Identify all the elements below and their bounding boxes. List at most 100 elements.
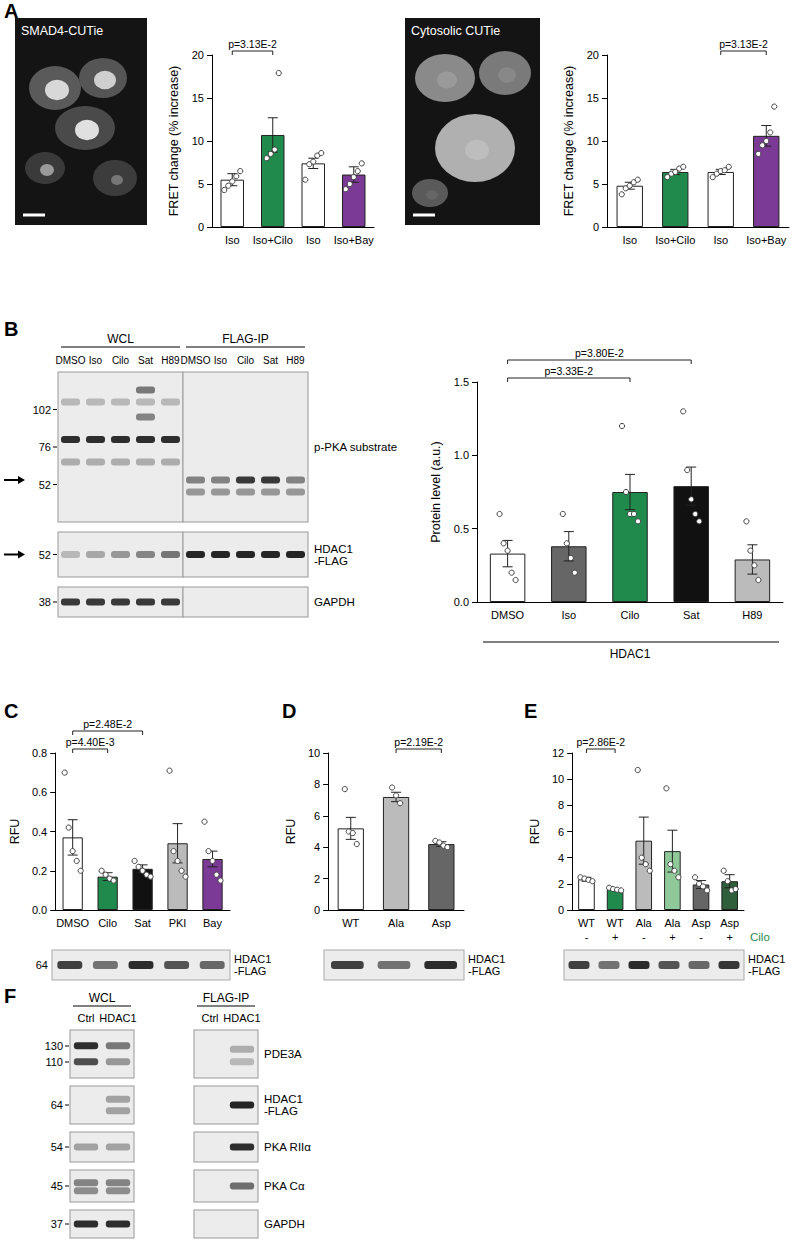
svg-text:10: 10 [192,135,204,147]
svg-text:64: 64 [51,1099,63,1111]
svg-text:6: 6 [558,826,564,838]
svg-text:FRET change (% increase): FRET change (% increase) [562,66,576,217]
svg-text:Ctrl: Ctrl [77,1012,94,1024]
svg-text:Cytosolic CUTie: Cytosolic CUTie [411,24,500,38]
svg-text:Ala: Ala [664,917,681,929]
svg-text:HDAC1: HDAC1 [610,647,651,661]
svg-text:1.5: 1.5 [454,376,469,388]
svg-text:Iso: Iso [214,355,228,366]
svg-text:0: 0 [314,904,320,916]
svg-text:0.0: 0.0 [454,596,469,608]
svg-text:HDAC1-FLAG: HDAC1-FLAG [468,953,505,977]
svg-text:4: 4 [314,841,320,853]
svg-text:0.0: 0.0 [32,904,47,916]
svg-text:0.6: 0.6 [32,786,47,798]
svg-text:1.0: 1.0 [454,449,469,461]
svg-text:Iso: Iso [306,234,321,246]
svg-text:HDAC1-FLAG: HDAC1-FLAG [748,953,785,977]
svg-text:64: 64 [36,959,48,971]
svg-text:Iso+Bay: Iso+Bay [334,234,375,246]
svg-text:p=2.19E-2: p=2.19E-2 [394,736,443,748]
svg-text:6: 6 [314,810,320,822]
svg-text:Cilo: Cilo [112,355,130,366]
svg-text:15: 15 [587,92,599,104]
svg-text:Cilo: Cilo [750,931,770,943]
svg-text:Cilo: Cilo [98,917,117,929]
svg-text:p=3.80E-2: p=3.80E-2 [575,347,624,359]
svg-text:GAPDH: GAPDH [314,596,355,608]
svg-text:HDAC1: HDAC1 [99,1012,136,1024]
svg-text:38: 38 [39,596,51,608]
svg-text:p=3.33E-2: p=3.33E-2 [544,365,593,377]
svg-text:0: 0 [198,221,204,233]
svg-text:Iso+Cilo: Iso+Cilo [655,234,695,246]
svg-text:+: + [726,931,732,943]
svg-text:5: 5 [198,178,204,190]
svg-text:Ala: Ala [388,917,405,929]
svg-text:0: 0 [593,221,599,233]
svg-text:HDAC1: HDAC1 [223,1012,260,1024]
svg-text:10: 10 [308,747,320,759]
svg-text:-: - [642,931,646,943]
svg-text:45: 45 [51,1180,63,1192]
svg-text:PDE3A: PDE3A [264,1048,302,1060]
svg-text:p=4.40E-3: p=4.40E-3 [66,736,115,748]
svg-text:2: 2 [314,873,320,885]
svg-text:Sat: Sat [138,355,153,366]
svg-text:RFU: RFU [284,819,298,845]
svg-text:H89: H89 [161,355,180,366]
svg-text:Iso: Iso [89,355,103,366]
svg-text:WT: WT [342,917,359,929]
svg-text:HDAC1-FLAG: HDAC1-FLAG [314,543,353,567]
svg-text:20: 20 [587,49,599,61]
svg-text:Cilo: Cilo [621,609,640,621]
svg-text:DMSO: DMSO [56,355,86,366]
svg-text:0.8: 0.8 [32,747,47,759]
svg-text:p-PKA substrate: p-PKA substrate [314,441,397,453]
svg-text:H89: H89 [286,355,305,366]
svg-text:WT: WT [607,917,624,929]
svg-text:p=3.13E-2: p=3.13E-2 [228,38,277,50]
svg-text:15: 15 [192,92,204,104]
svg-text:DMSO: DMSO [56,917,89,929]
svg-text:+: + [669,931,675,943]
svg-text:HDAC1-FLAG: HDAC1-FLAG [234,953,271,977]
svg-text:+: + [612,931,618,943]
svg-text:4: 4 [558,852,564,864]
svg-text:Iso: Iso [561,609,576,621]
svg-text:WCL: WCL [107,332,134,346]
svg-text:37: 37 [51,1218,63,1230]
svg-text:12: 12 [552,747,564,759]
svg-text:10: 10 [587,135,599,147]
svg-text:Ala: Ala [636,917,653,929]
svg-text:-: - [699,931,703,943]
svg-text:Sat: Sat [263,355,278,366]
svg-text:FLAG-IP: FLAG-IP [222,332,269,346]
svg-text:HDAC1-FLAG: HDAC1-FLAG [264,1093,303,1117]
svg-text:0.5: 0.5 [454,523,469,535]
svg-text:PKA RIIα: PKA RIIα [264,1141,311,1153]
svg-text:Sat: Sat [683,609,700,621]
svg-text:Sat: Sat [134,917,151,929]
svg-text:Iso: Iso [225,234,240,246]
svg-text:Iso+Cilo: Iso+Cilo [253,234,293,246]
svg-text:52: 52 [39,479,51,491]
svg-text:5: 5 [593,178,599,190]
svg-text:H89: H89 [742,609,762,621]
svg-text:PKI: PKI [169,917,187,929]
svg-text:GAPDH: GAPDH [264,1218,305,1230]
svg-text:0.2: 0.2 [32,865,47,877]
svg-text:130: 130 [45,1040,63,1052]
svg-text:8: 8 [558,799,564,811]
svg-text:p=2.48E-2: p=2.48E-2 [83,718,132,730]
svg-text:WT: WT [578,917,595,929]
svg-text:FLAG-IP: FLAG-IP [203,991,250,1005]
svg-text:Iso: Iso [713,234,728,246]
svg-text:2: 2 [558,878,564,890]
svg-text:10: 10 [552,773,564,785]
svg-text:54: 54 [51,1141,63,1153]
svg-text:p=2.86E-2: p=2.86E-2 [576,736,625,748]
svg-text:SMAD4-CUTie: SMAD4-CUTie [21,24,103,38]
svg-text:102: 102 [33,404,51,416]
svg-text:0: 0 [558,904,564,916]
